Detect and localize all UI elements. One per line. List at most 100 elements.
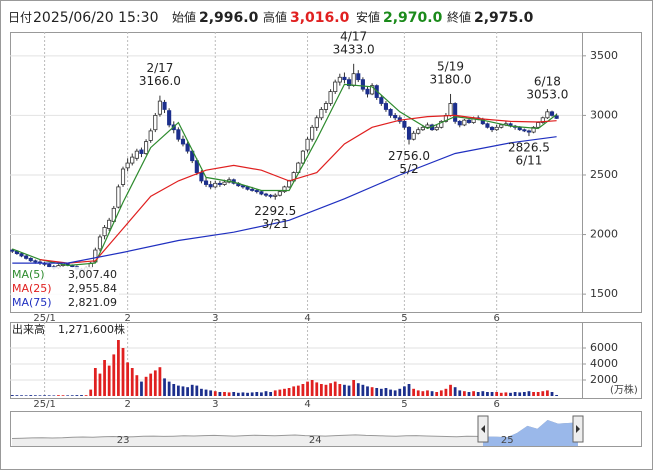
candle-body (549, 111, 555, 116)
volume-bar (550, 392, 554, 396)
volume-bar (10, 395, 14, 396)
volume-bar (527, 391, 531, 396)
candle-body (337, 76, 342, 83)
candle-body (97, 236, 103, 250)
nav-label: 23 (117, 435, 130, 446)
x-tick-label: 4 (304, 399, 310, 410)
volume-bar (536, 392, 540, 396)
candle-body (139, 149, 144, 154)
candle-body (425, 124, 430, 128)
candle-body (157, 100, 162, 115)
volume-unit: (万株) (610, 383, 638, 396)
volume-bar (117, 340, 120, 396)
candle-body (370, 85, 375, 95)
candle-body (346, 79, 352, 87)
candle-body (116, 186, 121, 208)
candle-body (333, 81, 338, 92)
volume-bar (121, 348, 125, 396)
volume-bar (75, 395, 79, 396)
volume-bar (375, 388, 379, 396)
volume-bar (319, 384, 323, 396)
candle-body (250, 188, 255, 191)
volume-bar (407, 384, 411, 396)
volume-bar (315, 382, 319, 396)
volume-bar (47, 395, 51, 396)
candle-body (28, 257, 33, 262)
legend-name: MA(25) (12, 282, 52, 295)
volume-bar (227, 392, 231, 396)
candle-body (466, 119, 472, 123)
annotation-date: 5/2 (399, 162, 418, 176)
legend-box (11, 267, 119, 311)
header-close: 2,975.0 (474, 10, 534, 26)
volume-bar (236, 392, 240, 396)
volume-bar (103, 360, 106, 396)
candle-body (107, 219, 112, 229)
header-high: 3,016.0 (290, 10, 350, 26)
nav-label: 25 (501, 435, 514, 446)
candle-body (314, 117, 319, 128)
candle-body (310, 126, 315, 140)
candle-body (383, 103, 389, 110)
volume-bar (149, 373, 153, 396)
volume-bar (416, 390, 420, 396)
candle-body (531, 126, 536, 133)
x-tick-label: 3 (212, 399, 218, 410)
candle-body (342, 76, 347, 81)
candle-body (33, 260, 38, 263)
x-tick-label: 2 (124, 399, 130, 410)
candle-body (24, 255, 29, 259)
candle-body (102, 227, 107, 237)
volume-bar (232, 392, 236, 396)
candle-body (540, 117, 545, 123)
candle-body (185, 143, 190, 152)
candle-body (319, 109, 324, 119)
volume-bar (107, 365, 111, 396)
y-tick-label: 3500 (590, 49, 618, 62)
volume-bar (260, 392, 263, 396)
plot-layer: 15002000250030003500200040006000(万株)25/1… (10, 29, 638, 446)
volume-bar (490, 392, 494, 396)
candle-body (162, 101, 167, 110)
header-label: 終値 (447, 10, 471, 25)
candle-body (388, 109, 393, 116)
volume-bar (15, 395, 19, 396)
candle-body (10, 249, 15, 252)
candle-body (499, 124, 504, 128)
volume-bar (20, 395, 23, 396)
volume-bar (269, 392, 273, 396)
x-tick-label: 25/1 (33, 313, 55, 324)
volume-bar (250, 392, 254, 396)
volume-bar (347, 385, 351, 396)
candle-body (434, 126, 439, 131)
volume-bar (38, 395, 42, 396)
volume-bar (24, 395, 28, 396)
candle-body (323, 103, 329, 110)
annotation-value: 2756.0 (388, 149, 430, 163)
x-tick-label: 6 (493, 399, 499, 410)
candle-body (411, 132, 416, 140)
candle-body (360, 79, 365, 90)
volume-bar (310, 380, 314, 396)
volume-bar (476, 392, 480, 396)
candle-body (439, 120, 444, 128)
volume-bar (163, 378, 166, 396)
volume-bar (453, 387, 457, 396)
y-tick-label: 4000 (590, 357, 618, 370)
candle-body (526, 130, 532, 133)
volume-bar (292, 386, 296, 396)
candle-body (144, 141, 149, 154)
volume-bar (481, 391, 485, 396)
volume-bar (80, 395, 83, 396)
header-label: 高値 (263, 10, 287, 25)
header-date: 2025/06/20 15:30 (33, 10, 159, 26)
candle-body (420, 126, 425, 131)
volume-bar (126, 362, 130, 396)
annotation-value: 3180.0 (430, 72, 472, 86)
volume-bar (112, 354, 116, 396)
candle-body (282, 186, 287, 193)
volume-bar (278, 389, 282, 396)
candle-body (277, 191, 282, 196)
ma-line (12, 83, 557, 267)
handle-arrow (481, 425, 485, 433)
